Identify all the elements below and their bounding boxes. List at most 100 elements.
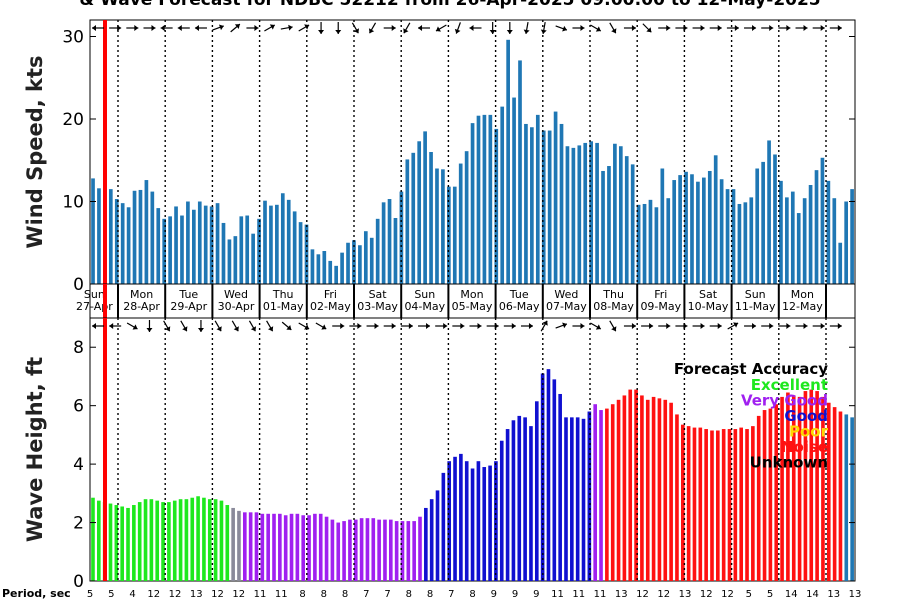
arrow-head (304, 24, 310, 30)
data-bar (727, 429, 732, 581)
data-bar (535, 114, 540, 284)
data-bar (168, 216, 172, 284)
data-bar (599, 410, 603, 581)
data-bar (429, 152, 433, 284)
data-bar (690, 174, 694, 284)
legend-item: Good (784, 407, 828, 425)
period-value: 14 (785, 589, 798, 600)
data-bar (322, 251, 327, 284)
period-value: 13 (849, 589, 862, 600)
data-bar (645, 399, 650, 581)
wind-direction-arrow (383, 25, 396, 31)
data-bar (231, 507, 235, 581)
data-bar (832, 198, 837, 284)
wind-direction-arrow (143, 25, 156, 31)
period-value: 13 (615, 589, 628, 600)
wave-direction-arrow (109, 323, 122, 329)
wind-direction-arrow (318, 22, 325, 34)
wind-direction-arrow (540, 21, 547, 35)
wave-direction-arrow (692, 323, 705, 329)
data-bar (190, 497, 195, 581)
period-value: 11 (572, 589, 585, 600)
data-bar (272, 513, 276, 581)
data-bar (178, 499, 183, 581)
day-of-week: Mon (791, 288, 814, 301)
data-bar (589, 141, 594, 284)
day-of-week: Sat (699, 288, 718, 301)
day-of-week: Fri (654, 288, 667, 301)
arrow-head (540, 29, 547, 34)
y-axis-label: Wind Speed, kts (23, 55, 47, 248)
period-value: 11 (594, 589, 607, 600)
data-bar (219, 500, 224, 581)
legend-item: Poor (789, 423, 829, 441)
period-value: 4 (129, 589, 135, 600)
data-bar (167, 502, 171, 581)
wind-direction-arrow (709, 25, 722, 31)
data-bar (482, 467, 487, 581)
data-bar (417, 141, 422, 284)
data-bar (733, 429, 738, 581)
arrow-head (165, 326, 171, 332)
wind-direction-arrow (590, 24, 602, 32)
arrow-head (321, 324, 327, 330)
arrow-head (837, 323, 842, 329)
arrow-head (250, 326, 257, 332)
arrow-head (494, 323, 499, 329)
arrow-head (528, 323, 533, 329)
data-bar (464, 151, 469, 284)
data-bar (301, 515, 306, 581)
data-bar (144, 180, 149, 284)
data-bar (108, 503, 113, 581)
arrow-head (595, 324, 601, 330)
data-bar (318, 513, 323, 581)
wave-direction-arrow (520, 323, 533, 329)
data-bar (280, 193, 285, 284)
data-bar (254, 512, 259, 581)
data-bar (743, 202, 748, 284)
day-date: 29-Apr (170, 300, 207, 313)
data-bar (340, 252, 344, 284)
data-bar (610, 404, 615, 581)
data-bar (802, 198, 807, 284)
arrow-head (477, 323, 482, 329)
data-bar (651, 396, 656, 581)
wave-direction-arrow (231, 320, 239, 332)
data-bar (790, 191, 795, 284)
wind-direction-arrow (642, 23, 652, 33)
wave-height-panel: 0 2 4 6 8 Wave Height, ft (23, 317, 856, 592)
y-tick-label: 8 (73, 338, 84, 358)
day-of-week: Mon (460, 288, 483, 301)
wave-direction-arrow (761, 323, 774, 329)
period-value: 8 (469, 589, 475, 600)
arrow-head (631, 25, 636, 31)
wave-direction-arrow (197, 320, 204, 332)
data-bar (363, 231, 368, 284)
day-of-week: Tue (178, 288, 198, 301)
data-bar (832, 407, 837, 581)
arrow-head (666, 25, 671, 31)
data-bar (657, 398, 662, 581)
data-bar (512, 97, 516, 284)
data-bar (196, 496, 200, 581)
data-bar (755, 168, 760, 284)
data-bar (634, 389, 638, 581)
data-bar (266, 513, 270, 581)
arrow-head (357, 323, 362, 329)
period-value: 11 (275, 589, 288, 600)
period-value: 7 (363, 589, 369, 600)
data-bar (215, 203, 220, 284)
data-bar (275, 204, 279, 284)
data-bar (786, 392, 790, 581)
arrow-head (717, 323, 722, 329)
data-bar (506, 39, 510, 284)
wave-direction-arrow (435, 323, 448, 329)
data-bar (233, 236, 238, 284)
arrow-head (700, 25, 705, 31)
period-value: 9 (491, 589, 497, 600)
data-bar (814, 170, 819, 284)
data-bar (269, 205, 273, 284)
data-bar (488, 465, 492, 581)
data-bar (803, 391, 808, 581)
